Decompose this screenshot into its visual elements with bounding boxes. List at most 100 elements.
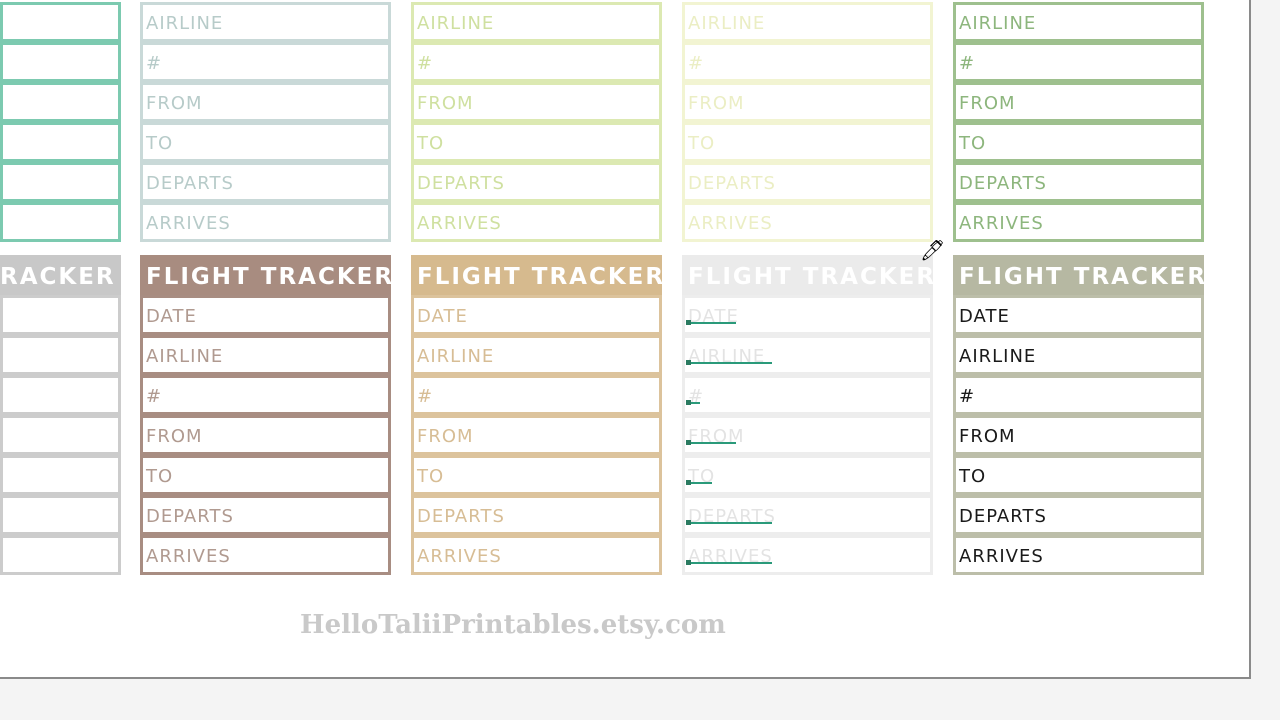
field-airline[interactable]	[0, 335, 121, 375]
field-airline[interactable]: AIRLINE	[411, 335, 662, 375]
field-airline[interactable]: AIRLINE	[140, 2, 391, 42]
card-header: RACKER	[0, 255, 121, 297]
field-label: #	[146, 53, 163, 74]
field-departs[interactable]: DEPARTS	[953, 162, 1204, 202]
field-to[interactable]: TO	[953, 455, 1204, 495]
field-to[interactable]: TO	[411, 455, 662, 495]
field-label: #	[959, 386, 976, 407]
field-label: FROM	[688, 426, 745, 447]
field-airline[interactable]	[0, 2, 121, 42]
field-airline[interactable]: AIRLINE	[411, 2, 662, 42]
field-label: FROM	[146, 426, 203, 447]
card-header: FLIGHT TRACKER	[953, 255, 1205, 297]
field-from[interactable]: FROM	[682, 82, 933, 122]
selection-underline	[686, 560, 772, 565]
selection-underline	[686, 360, 772, 365]
field-label: AIRLINE	[417, 346, 495, 367]
field-to[interactable]: TO	[682, 455, 933, 495]
field-label: DEPARTS	[688, 173, 776, 194]
field-number[interactable]	[0, 375, 121, 415]
field-arrives[interactable]	[0, 535, 121, 575]
field-label: DEPARTS	[146, 173, 234, 194]
field-departs[interactable]: DEPARTS	[682, 495, 933, 535]
field-arrives[interactable]: ARRIVES	[411, 202, 662, 242]
field-from[interactable]: FROM	[682, 415, 933, 455]
field-date[interactable]: DATE	[140, 295, 391, 335]
field-to[interactable]: TO	[140, 122, 391, 162]
field-label: FROM	[417, 93, 474, 114]
field-departs[interactable]: DEPARTS	[411, 162, 662, 202]
field-from[interactable]	[0, 82, 121, 122]
selection-underline	[686, 320, 736, 325]
field-label: TO	[688, 466, 716, 487]
field-label: AIRLINE	[417, 13, 495, 34]
field-date[interactable]: DATE	[682, 295, 933, 335]
field-from[interactable]: FROM	[140, 415, 391, 455]
field-label: TO	[959, 466, 987, 487]
field-departs[interactable]: DEPARTS	[140, 495, 391, 535]
field-from[interactable]: FROM	[411, 82, 662, 122]
field-departs[interactable]	[0, 495, 121, 535]
field-number[interactable]: #	[411, 375, 662, 415]
field-departs[interactable]: DEPARTS	[140, 162, 391, 202]
field-from[interactable]: FROM	[411, 415, 662, 455]
selection-underline	[686, 520, 772, 525]
field-airline[interactable]: AIRLINE	[140, 335, 391, 375]
field-date[interactable]: DATE	[953, 295, 1204, 335]
field-date[interactable]: DATE	[411, 295, 662, 335]
field-arrives[interactable]: ARRIVES	[953, 535, 1204, 575]
field-number[interactable]: #	[140, 42, 391, 82]
field-number[interactable]: #	[411, 42, 662, 82]
field-from[interactable]: FROM	[140, 82, 391, 122]
field-number[interactable]: #	[140, 375, 391, 415]
field-number[interactable]	[0, 42, 121, 82]
selection-underline	[686, 480, 712, 485]
field-date[interactable]	[0, 295, 121, 335]
field-arrives[interactable]: ARRIVES	[411, 535, 662, 575]
field-from[interactable]: FROM	[953, 415, 1204, 455]
field-label: TO	[959, 133, 987, 154]
field-airline[interactable]: AIRLINE	[953, 335, 1204, 375]
field-departs[interactable]: DEPARTS	[411, 495, 662, 535]
field-to[interactable]	[0, 455, 121, 495]
field-label: DEPARTS	[959, 173, 1047, 194]
field-number[interactable]: #	[682, 42, 933, 82]
card-header: FLIGHT TRACKER	[140, 255, 392, 297]
field-label: DATE	[959, 306, 1010, 327]
field-label: DATE	[146, 306, 197, 327]
field-label: TO	[417, 133, 445, 154]
field-from[interactable]	[0, 415, 121, 455]
field-label: ARRIVES	[417, 213, 502, 234]
field-arrives[interactable]: ARRIVES	[953, 202, 1204, 242]
eyedropper-icon: 🖊	[920, 238, 946, 262]
field-label: ARRIVES	[688, 213, 773, 234]
field-arrives[interactable]: ARRIVES	[682, 535, 933, 575]
field-to[interactable]: TO	[682, 122, 933, 162]
field-label: FROM	[146, 93, 203, 114]
field-to[interactable]: TO	[140, 455, 391, 495]
field-departs[interactable]: DEPARTS	[682, 162, 933, 202]
field-airline[interactable]: AIRLINE	[682, 2, 933, 42]
field-departs[interactable]	[0, 162, 121, 202]
field-airline[interactable]: AIRLINE	[953, 2, 1204, 42]
field-label: DEPARTS	[959, 506, 1047, 527]
field-number[interactable]: #	[682, 375, 933, 415]
field-label: ARRIVES	[417, 546, 502, 567]
field-departs[interactable]: DEPARTS	[953, 495, 1204, 535]
field-number[interactable]: #	[953, 42, 1204, 82]
field-arrives[interactable]: ARRIVES	[682, 202, 933, 242]
field-to[interactable]	[0, 122, 121, 162]
field-arrives[interactable]: ARRIVES	[140, 202, 391, 242]
field-label: TO	[688, 133, 716, 154]
field-label: AIRLINE	[688, 13, 766, 34]
field-from[interactable]: FROM	[953, 82, 1204, 122]
field-arrives[interactable]: ARRIVES	[140, 535, 391, 575]
field-label: FROM	[417, 426, 474, 447]
field-label: ARRIVES	[146, 213, 231, 234]
field-number[interactable]: #	[953, 375, 1204, 415]
field-to[interactable]: TO	[953, 122, 1204, 162]
field-label: FROM	[688, 93, 745, 114]
field-to[interactable]: TO	[411, 122, 662, 162]
field-arrives[interactable]	[0, 202, 121, 242]
field-airline[interactable]: AIRLINE	[682, 335, 933, 375]
